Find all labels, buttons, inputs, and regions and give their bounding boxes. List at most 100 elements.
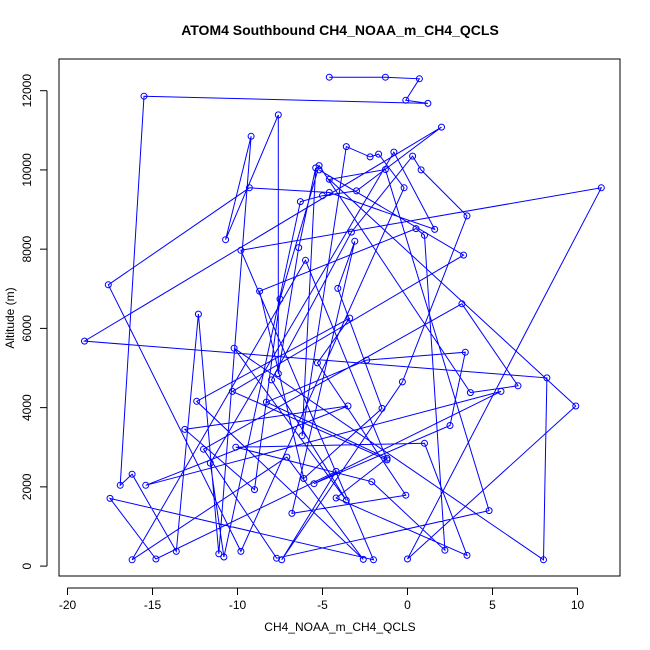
y-tick-label: 2000 [20,473,34,500]
data-point [142,481,150,489]
data-point [200,445,207,453]
data-point [232,443,240,451]
data-point [342,143,350,151]
data-point [543,374,551,382]
data-point [485,507,493,515]
data-point [256,287,264,295]
data-point [81,337,88,345]
data-point [325,175,333,183]
data-point [276,295,284,303]
x-tick-label: -5 [317,598,328,612]
data-point [315,166,323,174]
x-tick-label: -10 [229,598,247,612]
data-point [181,425,189,433]
data-point [446,422,454,429]
data-point [245,184,253,192]
data-point [366,153,374,161]
data-point [424,99,432,107]
data-point [104,281,112,289]
x-tick-label: -20 [59,598,77,612]
data-point [215,550,223,558]
data-point [128,556,136,564]
data-point [368,478,376,486]
data-point [441,546,449,554]
data-point [193,397,201,405]
data-point [228,387,236,395]
data-point [288,509,296,517]
data-point [351,237,359,245]
data-point [460,251,468,259]
data-point [273,554,281,562]
data-point [415,75,423,83]
data-point [325,73,333,81]
data-point [359,555,367,563]
x-tick-label: 0 [404,598,411,612]
data-point [497,387,505,395]
data-point [344,402,352,410]
data-point [347,228,355,236]
data-point [390,148,398,156]
data-point [106,494,114,502]
data-point [421,231,428,239]
data-point [346,314,354,322]
data-point [332,494,340,502]
y-tick-label: 4000 [20,394,34,421]
series-line [82,76,603,561]
data-point [319,192,326,200]
data-point [295,244,303,252]
data-point [540,556,547,564]
data-point [194,310,202,318]
data-point [332,467,340,475]
data-point [353,187,360,195]
y-axis-label: Altitude (m) [3,287,17,348]
data-point [421,439,428,447]
y-tick-label: 10000 [20,153,34,187]
data-point [222,236,230,244]
data-point [466,389,474,397]
data-point [514,382,522,390]
chart-title: ATOM4 Southbound CH4_NOAA_m_CH4_QCLS [181,22,499,38]
data-point [140,92,148,100]
data-point [310,480,318,488]
y-tick-label: 8000 [20,235,34,262]
data-point [300,475,308,482]
data-point [463,551,471,559]
data-point [461,348,469,356]
data-point [381,73,389,81]
data-point [298,432,306,440]
data-point [342,496,350,504]
data-point [296,198,304,206]
data-point [370,556,377,564]
data-point [381,166,389,173]
data-point [237,547,245,555]
data-point [302,256,309,264]
data-point [572,402,580,410]
plot-frame [58,58,621,577]
data-point [400,184,408,192]
data-point [220,553,228,561]
data-point [313,359,321,367]
data-point [315,162,323,170]
data-point [251,486,258,494]
data-point [152,555,160,563]
x-tick-label: 5 [489,598,496,612]
data-point [334,284,342,292]
data-point [116,481,124,489]
data-point [247,132,255,140]
data-point [438,123,445,131]
data-point [463,212,471,220]
data-point [206,459,214,467]
data-point [262,398,270,406]
data-point [237,246,245,254]
x-axis-label: CH4_NOAA_m_CH4_QCLS [264,620,415,634]
data-point [378,404,386,412]
data-point [417,166,425,174]
data-point [283,453,291,461]
y-tick-label: 0 [20,562,34,569]
data-point [458,300,466,308]
data-point [128,470,136,478]
data-point [325,189,333,196]
data-point [431,225,439,233]
